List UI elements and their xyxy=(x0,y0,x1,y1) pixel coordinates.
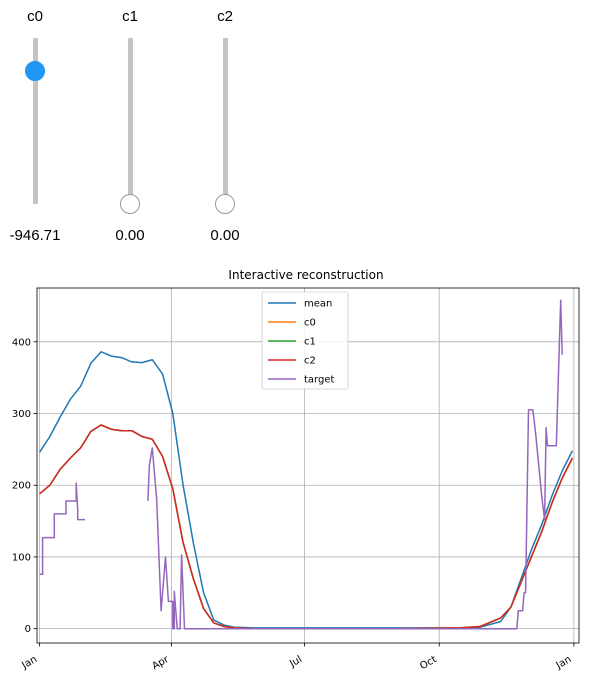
series-line-c1 xyxy=(39,424,574,630)
y-tick-label: 100 xyxy=(12,552,31,563)
x-tick-label: Jul xyxy=(287,654,304,670)
slider-label: c1 xyxy=(122,8,138,25)
slider-thumb[interactable] xyxy=(25,61,45,82)
series-line-c2 xyxy=(39,424,574,630)
chart-title: Interactive reconstruction xyxy=(228,268,383,282)
plot-frame xyxy=(36,287,580,644)
slider-value: 0.00 xyxy=(115,227,145,244)
series-layer xyxy=(38,299,574,630)
series-line-mean xyxy=(38,351,574,629)
legend: mean c0 c1 c2 target xyxy=(261,291,349,390)
legend-label-mean: mean xyxy=(304,299,332,310)
x-tick-label: Oct xyxy=(418,654,439,672)
series-line-c0 xyxy=(39,424,574,630)
x-tick-label: Jan xyxy=(554,654,574,672)
legend-label-target: target xyxy=(304,375,334,386)
y-tick-label: 400 xyxy=(12,337,31,348)
slider-label: c0 xyxy=(27,8,43,25)
series-line-target xyxy=(39,482,85,575)
slider-value: -946.71 xyxy=(9,227,61,244)
slider-thumb[interactable] xyxy=(120,194,140,214)
slider-value: 0.00 xyxy=(210,227,240,244)
legend-label-c1: c1 xyxy=(304,337,316,348)
slider-label: c2 xyxy=(217,8,233,25)
slider-track[interactable] xyxy=(127,38,133,204)
y-tick-label: 0 xyxy=(25,624,31,635)
slider-c2: c2 0.00 xyxy=(185,0,265,250)
slider-track[interactable] xyxy=(32,38,38,204)
slider-thumb[interactable] xyxy=(215,194,235,214)
slider-c0: c0 -946.71 xyxy=(0,0,75,250)
y-tick-label: 300 xyxy=(12,409,31,420)
x-tick-label: Jan xyxy=(19,654,39,672)
x-tick-label: Apr xyxy=(150,654,171,673)
legend-box xyxy=(261,291,349,390)
legend-label-c0: c0 xyxy=(304,318,316,329)
slider-track[interactable] xyxy=(222,38,228,204)
series-line-target xyxy=(147,299,563,630)
reconstruction-chart: Interactive reconstruction 0 100 200 300 400… xyxy=(12,268,580,673)
slider-c1: c1 0.00 xyxy=(90,0,170,250)
y-tick-label: 200 xyxy=(12,481,31,492)
legend-label-c2: c2 xyxy=(304,356,316,367)
